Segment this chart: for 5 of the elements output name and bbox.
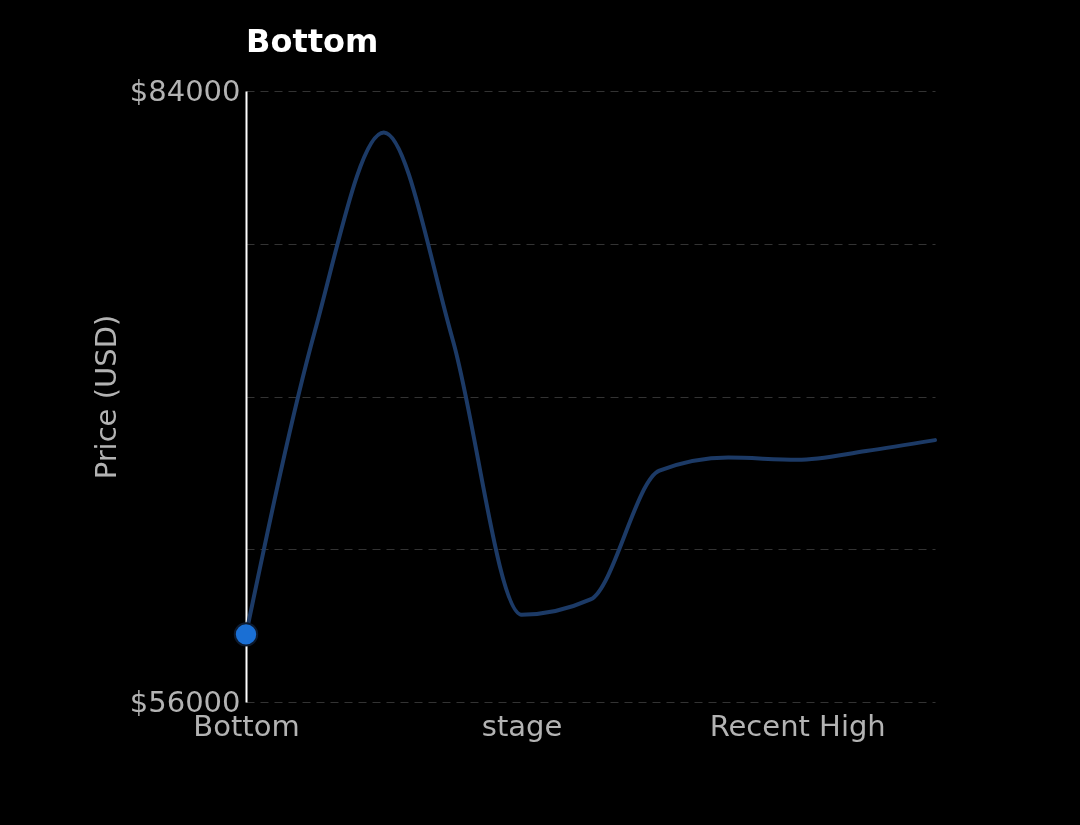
y-tick-label: $84000: [129, 73, 241, 108]
x-tick-label: stage: [481, 708, 563, 743]
x-tick-label: Recent High: [709, 708, 886, 743]
chart-title: Bottom: [246, 22, 379, 60]
y-axis-title: Price (USD): [88, 314, 123, 480]
